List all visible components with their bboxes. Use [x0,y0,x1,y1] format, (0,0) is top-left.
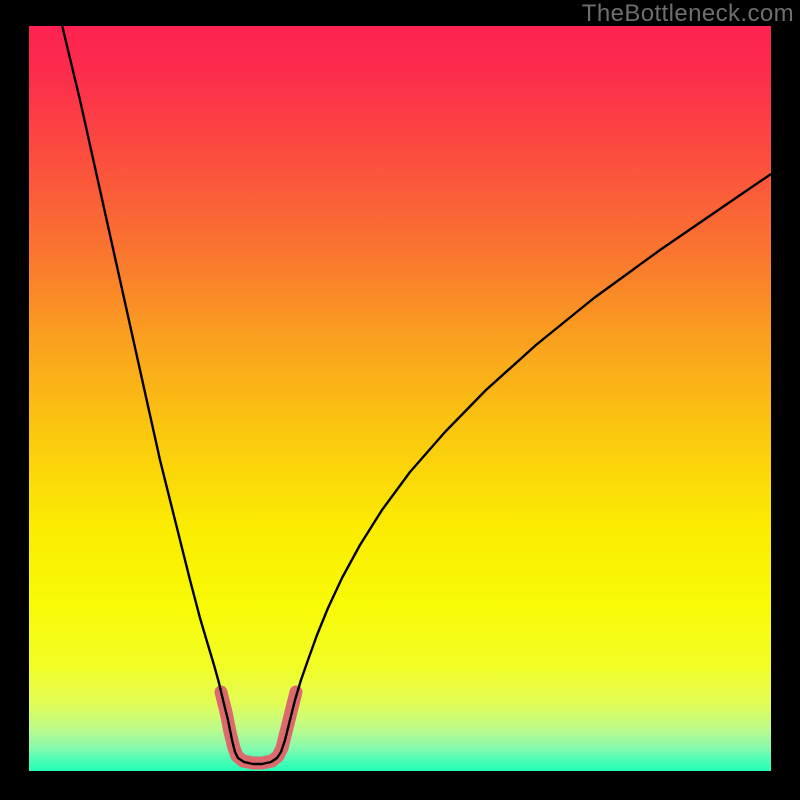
chart-root: TheBottleneck.com [0,0,800,800]
watermark-label: TheBottleneck.com [582,0,800,28]
gradient-background [29,26,771,771]
bottleneck-chart [0,0,800,800]
